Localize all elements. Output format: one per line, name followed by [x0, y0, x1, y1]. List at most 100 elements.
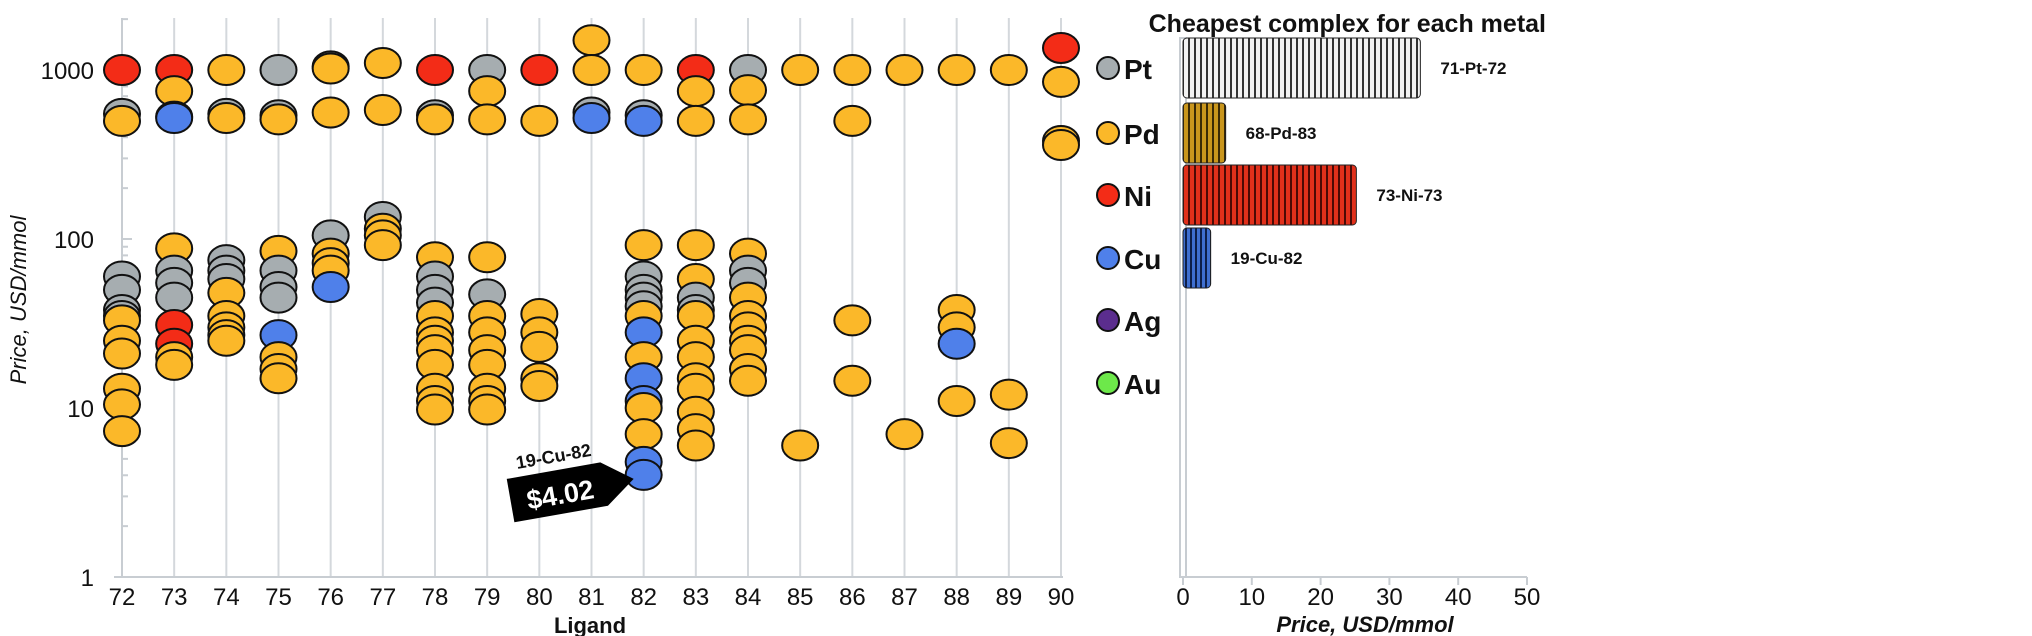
data-point-pd — [1042, 65, 1080, 98]
x-tick-label: 74 — [213, 584, 240, 611]
y-tick-label: 10 — [67, 396, 94, 423]
x-tick-label: 78 — [422, 584, 449, 611]
y-axis-title: Price, USD/mmol — [6, 215, 31, 385]
x-axis-title: Ligand — [554, 613, 626, 636]
bar-x-tick-label: 10 — [1238, 584, 1265, 611]
x-tick-label: 76 — [317, 584, 344, 611]
data-point-pd — [781, 429, 820, 462]
bar-x-axis-title: Price, USD/mmol — [1276, 612, 1454, 636]
data-point-ni — [1042, 31, 1080, 64]
metal-label-au: Au — [1124, 369, 1161, 400]
x-tick-label: 90 — [1048, 584, 1075, 611]
data-point-pd — [103, 104, 141, 137]
data-point-cu — [311, 270, 350, 303]
bar-x-tick-label: 50 — [1514, 584, 1541, 611]
metal-label-cu: Cu — [1124, 244, 1161, 275]
data-point-pd — [468, 393, 507, 426]
y-tick-label: 1 — [81, 565, 94, 592]
x-tick-label: 83 — [682, 584, 709, 611]
data-point-pd — [989, 427, 1028, 460]
data-point-ni — [520, 54, 559, 86]
data-point-pd — [729, 74, 767, 107]
data-point-pd — [833, 104, 872, 137]
x-tick-label: 88 — [943, 584, 970, 611]
bar-label-ni: 73-Ni-73 — [1376, 186, 1442, 205]
legend-marker-au — [1096, 371, 1120, 395]
data-point-ni — [103, 54, 141, 86]
data-point-pd — [207, 324, 246, 357]
data-point-pd — [885, 54, 924, 86]
metal-label-ag: Ag — [1124, 306, 1161, 337]
x-tick-label: 79 — [474, 584, 501, 611]
legend-marker-pt — [1096, 56, 1120, 80]
bar-chart-title: Cheapest complex for each metal — [1149, 10, 1546, 38]
data-point-pd — [572, 24, 611, 57]
data-point-pd — [676, 104, 715, 137]
data-point-pt — [155, 281, 194, 314]
bar-chart: Cheapest complex for each metal 0 10 20 30 40… — [1096, 10, 1546, 636]
y-tick-label: 100 — [54, 227, 94, 254]
data-point-pd — [155, 348, 194, 381]
data-point-pd — [624, 229, 663, 262]
x-tick-label: 84 — [735, 584, 762, 611]
data-point-pd — [833, 304, 872, 337]
data-point-pd — [416, 393, 454, 426]
data-point-pd — [468, 241, 507, 274]
data-point-pd — [207, 54, 246, 86]
data-point-pd — [259, 103, 298, 136]
data-point-pd — [989, 54, 1028, 86]
data-point-pd — [676, 75, 715, 108]
data-point-pd — [520, 330, 559, 363]
scatter-plot: 72 73 74 75 76 77 78 79 80 81 82 83 84 85 86 87 88 89 90 1 1… — [6, 18, 1080, 636]
data-point-pd — [103, 337, 141, 370]
x-tick-label: 73 — [161, 584, 188, 611]
x-tick-label: 80 — [526, 584, 553, 611]
x-tick-label: 75 — [265, 584, 292, 611]
bar-label-pd: 68-Pd-83 — [1246, 124, 1317, 143]
data-point-pd — [624, 54, 663, 86]
data-point-pd — [468, 75, 507, 108]
x-tick-label: 85 — [787, 584, 814, 611]
data-point-pd — [259, 362, 298, 395]
data-point-pd — [520, 104, 559, 137]
x-tick-label: 82 — [630, 584, 657, 611]
callout-tag-shape — [506, 462, 634, 523]
data-point-pd — [989, 378, 1028, 411]
metal-label-pd: Pd — [1124, 119, 1160, 150]
data-point-cu — [624, 458, 663, 491]
legend-marker-cu — [1096, 246, 1120, 270]
data-point-pd — [729, 103, 767, 136]
bar-label-pt: 71-Pt-72 — [1440, 59, 1506, 78]
bar-pd — [1182, 102, 1227, 164]
x-tick-label: 86 — [839, 584, 866, 611]
bar-x-tick-label: 40 — [1445, 584, 1472, 611]
data-point-pd — [624, 418, 663, 451]
data-point-cu — [624, 104, 663, 137]
bar-pt — [1182, 37, 1421, 99]
data-point-pd — [833, 364, 872, 397]
data-point-pd — [311, 96, 350, 129]
legend-marker-pd — [1096, 121, 1120, 145]
data-point-pd — [363, 93, 402, 126]
data-point-pd — [833, 54, 872, 86]
data-point-pd — [416, 103, 454, 136]
data-point-pd — [311, 52, 350, 85]
data-point-pd — [676, 229, 715, 262]
data-point-pd — [207, 101, 246, 134]
data-point-cu — [572, 101, 611, 134]
x-tick-label: 81 — [578, 584, 605, 611]
data-point-pd — [676, 429, 715, 462]
data-point-pd — [363, 229, 402, 262]
data-point-pt — [259, 281, 298, 314]
y-tick-label: 1000 — [41, 58, 94, 85]
data-point-pd — [1042, 128, 1080, 161]
data-point-pd — [937, 385, 976, 418]
data-point-pd — [520, 369, 559, 402]
bar-x-tick-label: 30 — [1376, 584, 1403, 611]
data-point-pd — [781, 54, 820, 86]
x-tick-label: 89 — [995, 584, 1022, 611]
x-tick-label: 77 — [369, 584, 396, 611]
data-point-pt — [259, 54, 298, 86]
